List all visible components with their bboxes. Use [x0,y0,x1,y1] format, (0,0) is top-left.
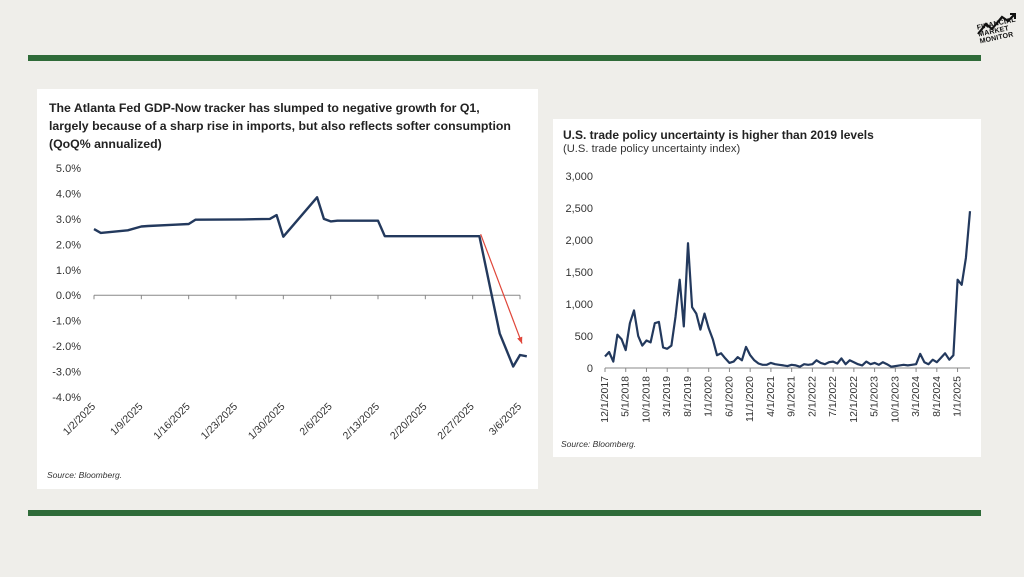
trade-uncertainty-chart-title: U.S. trade policy uncertainty is higher … [563,128,874,142]
uncertainty-x-tick-label: 5/1/2023 [869,376,881,417]
uncertainty-y-tick-label: 3,000 [565,171,593,183]
uncertainty-x-tick-label: 12/1/2022 [848,376,860,423]
uncertainty-x-tick-label: 2/1/2022 [806,376,818,417]
gdpnow-x-tick-label: 1/16/2025 [151,401,193,443]
gdpnow-series-line [93,196,528,368]
uncertainty-y-tick-label: 2,000 [565,235,593,247]
uncertainty-x-tick-label: 8/1/2019 [682,376,694,417]
gdpnow-chart-panel: The Atlanta Fed GDP-Now tracker has slum… [37,89,538,489]
trade-uncertainty-chart-panel: U.S. trade policy uncertainty is higher … [553,119,981,457]
uncertainty-x-tick-label: 1/1/2020 [703,376,715,417]
uncertainty-x-tick-label: 9/1/2021 [786,376,798,417]
trade-uncertainty-chart-source: Source: Bloomberg. [561,439,637,449]
gdpnow-y-tick-label: -4.0% [52,392,81,404]
uncertainty-x-tick-label: 1/1/2025 [952,376,964,417]
top-divider [28,55,981,61]
uncertainty-x-tick-label: 12/1/2017 [599,376,611,423]
gdpnow-x-tick-label: 1/9/2025 [108,401,145,438]
uncertainty-y-tick-label: 0 [587,363,593,375]
gdpnow-y-tick-label: -3.0% [52,367,81,379]
gdpnow-y-tick-label: 4.0% [56,188,81,200]
gdpnow-y-tick-label: 3.0% [56,214,81,226]
gdpnow-chart-source: Source: Bloomberg. [47,470,123,480]
gdpnow-arrow-head [517,336,523,344]
trade-uncertainty-chart: 3,000 2,500 2,000 1,500 1,000 500 0 12/1/2017 5/… [565,171,972,423]
uncertainty-x-tick-label: 8/1/2024 [931,376,943,417]
gdpnow-y-tick-label: 1.0% [56,265,81,277]
gdpnow-y-tick-label: -2.0% [52,341,81,353]
gdpnow-x-tick-label: 2/6/2025 [297,401,334,438]
uncertainty-y-tick-label: 1,500 [565,267,593,279]
gdpnow-x-tick-label: 3/6/2025 [487,401,524,438]
uncertainty-x-tick-label: 10/1/2018 [640,376,652,423]
uncertainty-x-tick-label: 3/1/2024 [910,376,922,417]
gdpnow-x-tick-label: 2/20/2025 [388,401,430,443]
gdpnow-x-tick-label: 1/23/2025 [199,401,241,443]
gdpnow-x-tick-label: 1/2/2025 [61,401,98,438]
gdpnow-chart: 5.0% 4.0% 3.0% 2.0% 1.0% 0.0% -1.0% -2.0% -3.0% -… [52,163,528,443]
uncertainty-y-tick-label: 1,000 [565,299,593,311]
gdpnow-x-tick-label: 2/13/2025 [341,401,383,443]
uncertainty-x-tick-label: 10/1/2023 [889,376,901,423]
uncertainty-x-tick-label: 11/1/2020 [744,376,756,422]
uncertainty-x-tick-label: 4/1/2021 [765,376,777,417]
uncertainty-series-line [604,211,972,368]
gdpnow-y-tick-label: 2.0% [56,239,81,251]
uncertainty-y-tick-label: 2,500 [565,203,593,215]
uncertainty-x-tick-label: 3/1/2019 [661,376,673,417]
gdpnow-x-tick-label: 1/30/2025 [246,401,288,443]
gdpnow-y-tick-label: 0.0% [56,290,81,302]
gdpnow-y-tick-label: 5.0% [56,163,81,175]
uncertainty-x-tick-label: 6/1/2020 [723,376,735,417]
uncertainty-y-tick-label: 500 [575,331,593,343]
gdpnow-y-tick-label: -1.0% [52,316,81,328]
gdpnow-arrow-shaft [480,233,523,344]
gdpnow-chart-title: The Atlanta Fed GDP-Now tracker has slum… [49,101,511,151]
gdpnow-x-tick-label: 2/27/2025 [435,401,477,443]
uncertainty-x-tick-label: 5/1/2018 [620,376,632,417]
uncertainty-x-tick-label: 7/1/2022 [827,376,839,417]
trade-uncertainty-chart-subtitle: (U.S. trade policy uncertainty index) [563,143,741,155]
financial-market-monitor-logo-icon [977,13,1016,35]
bottom-divider [28,510,981,516]
